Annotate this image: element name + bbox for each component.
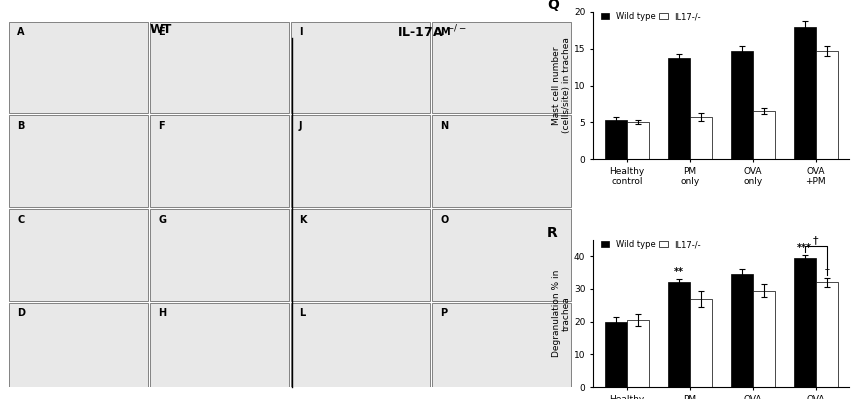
Text: D: D bbox=[17, 308, 25, 318]
Text: O: O bbox=[440, 215, 448, 225]
FancyBboxPatch shape bbox=[9, 209, 148, 301]
Bar bbox=[794, 27, 816, 159]
Bar bbox=[816, 282, 837, 387]
FancyBboxPatch shape bbox=[9, 22, 148, 113]
Text: B: B bbox=[17, 121, 24, 131]
FancyBboxPatch shape bbox=[9, 115, 148, 207]
Bar bbox=[794, 258, 816, 387]
Bar bbox=[731, 51, 752, 159]
Bar bbox=[668, 58, 690, 159]
FancyBboxPatch shape bbox=[9, 303, 148, 395]
FancyBboxPatch shape bbox=[432, 209, 571, 301]
Legend: Wild type, IL17-/-: Wild type, IL17-/- bbox=[597, 237, 704, 253]
Bar bbox=[752, 290, 775, 387]
Bar bbox=[626, 122, 649, 159]
Bar bbox=[690, 299, 712, 387]
Text: Q: Q bbox=[547, 0, 559, 12]
Bar bbox=[752, 111, 775, 159]
Text: E: E bbox=[158, 27, 165, 37]
Text: †: † bbox=[825, 266, 829, 276]
Bar bbox=[690, 117, 712, 159]
FancyBboxPatch shape bbox=[150, 209, 289, 301]
Text: R: R bbox=[547, 226, 558, 240]
Text: F: F bbox=[158, 121, 165, 131]
Bar bbox=[816, 51, 837, 159]
FancyBboxPatch shape bbox=[432, 115, 571, 207]
Text: J: J bbox=[299, 121, 303, 131]
Legend: Wild type, IL17-/-: Wild type, IL17-/- bbox=[597, 9, 704, 24]
FancyBboxPatch shape bbox=[291, 22, 431, 113]
Text: G: G bbox=[158, 215, 166, 225]
FancyBboxPatch shape bbox=[291, 115, 431, 207]
Text: ***: *** bbox=[797, 243, 813, 253]
Text: WT: WT bbox=[149, 23, 172, 36]
FancyBboxPatch shape bbox=[150, 115, 289, 207]
Y-axis label: Mast cell number
(cells/site) in trachea: Mast cell number (cells/site) in trachea bbox=[552, 38, 571, 133]
Text: †: † bbox=[813, 235, 819, 245]
Text: I: I bbox=[299, 27, 303, 37]
FancyBboxPatch shape bbox=[150, 303, 289, 395]
Text: IL-17A $^{-/-}$: IL-17A $^{-/-}$ bbox=[396, 23, 467, 40]
Bar bbox=[605, 322, 626, 387]
Text: K: K bbox=[299, 215, 306, 225]
FancyBboxPatch shape bbox=[291, 209, 431, 301]
Text: C: C bbox=[17, 215, 24, 225]
Bar bbox=[626, 320, 649, 387]
Bar bbox=[605, 120, 626, 159]
Text: N: N bbox=[440, 121, 448, 131]
Text: M: M bbox=[440, 27, 450, 37]
Text: P: P bbox=[440, 308, 447, 318]
Text: H: H bbox=[158, 308, 166, 318]
FancyBboxPatch shape bbox=[432, 22, 571, 113]
FancyBboxPatch shape bbox=[291, 303, 431, 395]
FancyBboxPatch shape bbox=[432, 303, 571, 395]
Y-axis label: Degranulation % in
trachea: Degranulation % in trachea bbox=[552, 270, 571, 357]
Text: L: L bbox=[299, 308, 305, 318]
Bar bbox=[731, 274, 752, 387]
Bar bbox=[668, 282, 690, 387]
FancyBboxPatch shape bbox=[150, 22, 289, 113]
Text: **: ** bbox=[674, 267, 684, 277]
Text: A: A bbox=[17, 27, 25, 37]
